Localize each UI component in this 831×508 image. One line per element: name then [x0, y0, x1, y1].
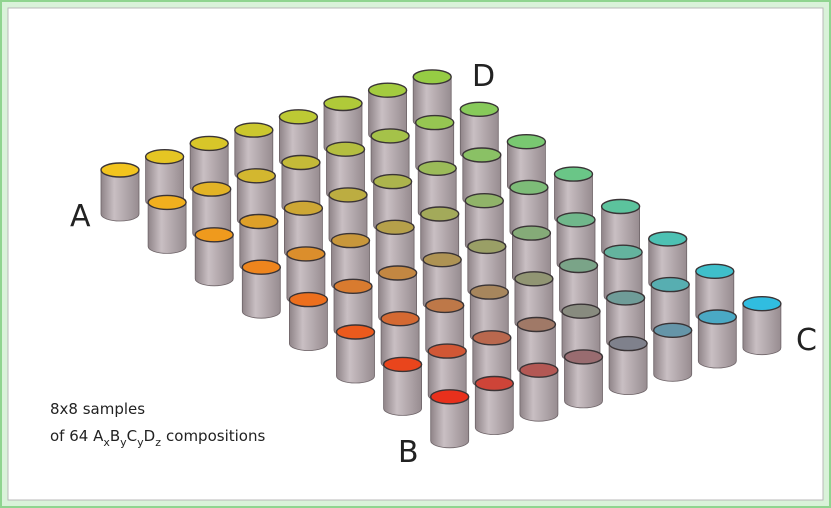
cylinder-top [698, 310, 736, 324]
caption-part: compositions [166, 427, 265, 445]
cylinder-top [337, 325, 375, 339]
cylinder-top [324, 97, 362, 111]
cylinder-top [193, 182, 231, 196]
cylinder-top [473, 331, 511, 345]
caption-part: B [110, 427, 120, 445]
page: A D B C 8x8 samples of 64 AxByCyDzcompos… [0, 0, 831, 508]
cylinder-top [555, 167, 593, 181]
cylinder-top [284, 201, 322, 215]
cylinder-top [515, 272, 553, 286]
cylinder-top [416, 116, 454, 130]
cylinder-top [413, 70, 451, 84]
caption-sub: z [155, 436, 161, 449]
cylinder-top [602, 200, 640, 214]
cylinder-top [743, 297, 781, 311]
cylinder-top [560, 259, 598, 273]
cylinder-top [520, 363, 558, 377]
cylinder-top [329, 188, 367, 202]
caption-part: of 64 A [50, 427, 104, 445]
diagram: A D B C 8x8 samples of 64 AxByCyDzcompos… [0, 0, 831, 508]
cylinder-top [421, 207, 459, 221]
label-c: C [796, 323, 817, 358]
cylinder-top [371, 129, 409, 143]
cylinder-top [565, 350, 603, 364]
cylinder-top [279, 110, 317, 124]
cylinder-top [384, 357, 422, 371]
cylinder-top [235, 123, 273, 137]
cylinder-top [428, 344, 466, 358]
cylinder-top [507, 135, 545, 149]
cylinder-top [242, 260, 280, 274]
cylinder-top [376, 220, 414, 234]
label-a: A [70, 199, 91, 234]
cylinder-top [332, 234, 370, 248]
cylinder-top [282, 156, 320, 170]
cylinder-top [146, 150, 184, 164]
caption-line1: 8x8 samples [50, 400, 145, 418]
cylinder-top [651, 278, 689, 292]
cylinder-top [431, 390, 469, 404]
cylinder-top [607, 291, 645, 305]
cylinder-top [148, 195, 186, 209]
cylinder-top [463, 148, 501, 162]
cylinder-top [381, 312, 419, 326]
cylinder-top [334, 279, 372, 293]
cylinder-top [557, 213, 595, 227]
cylinder-top [562, 304, 600, 318]
cylinder-top [649, 232, 687, 246]
cylinder-top [374, 175, 412, 189]
cylinder-top [510, 180, 548, 194]
cylinder-top [512, 226, 550, 240]
cylinder-top [696, 264, 734, 278]
cylinder-top [327, 142, 365, 156]
cylinder-top [423, 253, 461, 267]
caption-part: C [127, 427, 137, 445]
cylinder-top [468, 239, 506, 253]
cylinder-top [379, 266, 417, 280]
cylinder-top [190, 136, 228, 150]
cylinder-top [517, 318, 555, 332]
cylinder-top [101, 163, 139, 177]
cylinder-top [418, 161, 456, 175]
label-b: B [398, 435, 419, 470]
cylinder-top [654, 323, 692, 337]
caption-part: D [144, 427, 156, 445]
cylinder-top [609, 337, 647, 351]
cylinder-top [465, 194, 503, 208]
cylinder-top [287, 247, 325, 261]
cylinder-top [460, 102, 498, 116]
cylinder-top [240, 215, 278, 229]
cylinder-top [237, 169, 275, 183]
cylinder-top [470, 285, 508, 299]
cylinder-top [369, 83, 407, 97]
cylinder-top [426, 298, 464, 312]
cylinder-top [475, 377, 513, 391]
cylinder-top [289, 293, 327, 307]
cylinder-top [195, 228, 233, 242]
label-d: D [472, 59, 495, 94]
cylinder-top [604, 245, 642, 259]
